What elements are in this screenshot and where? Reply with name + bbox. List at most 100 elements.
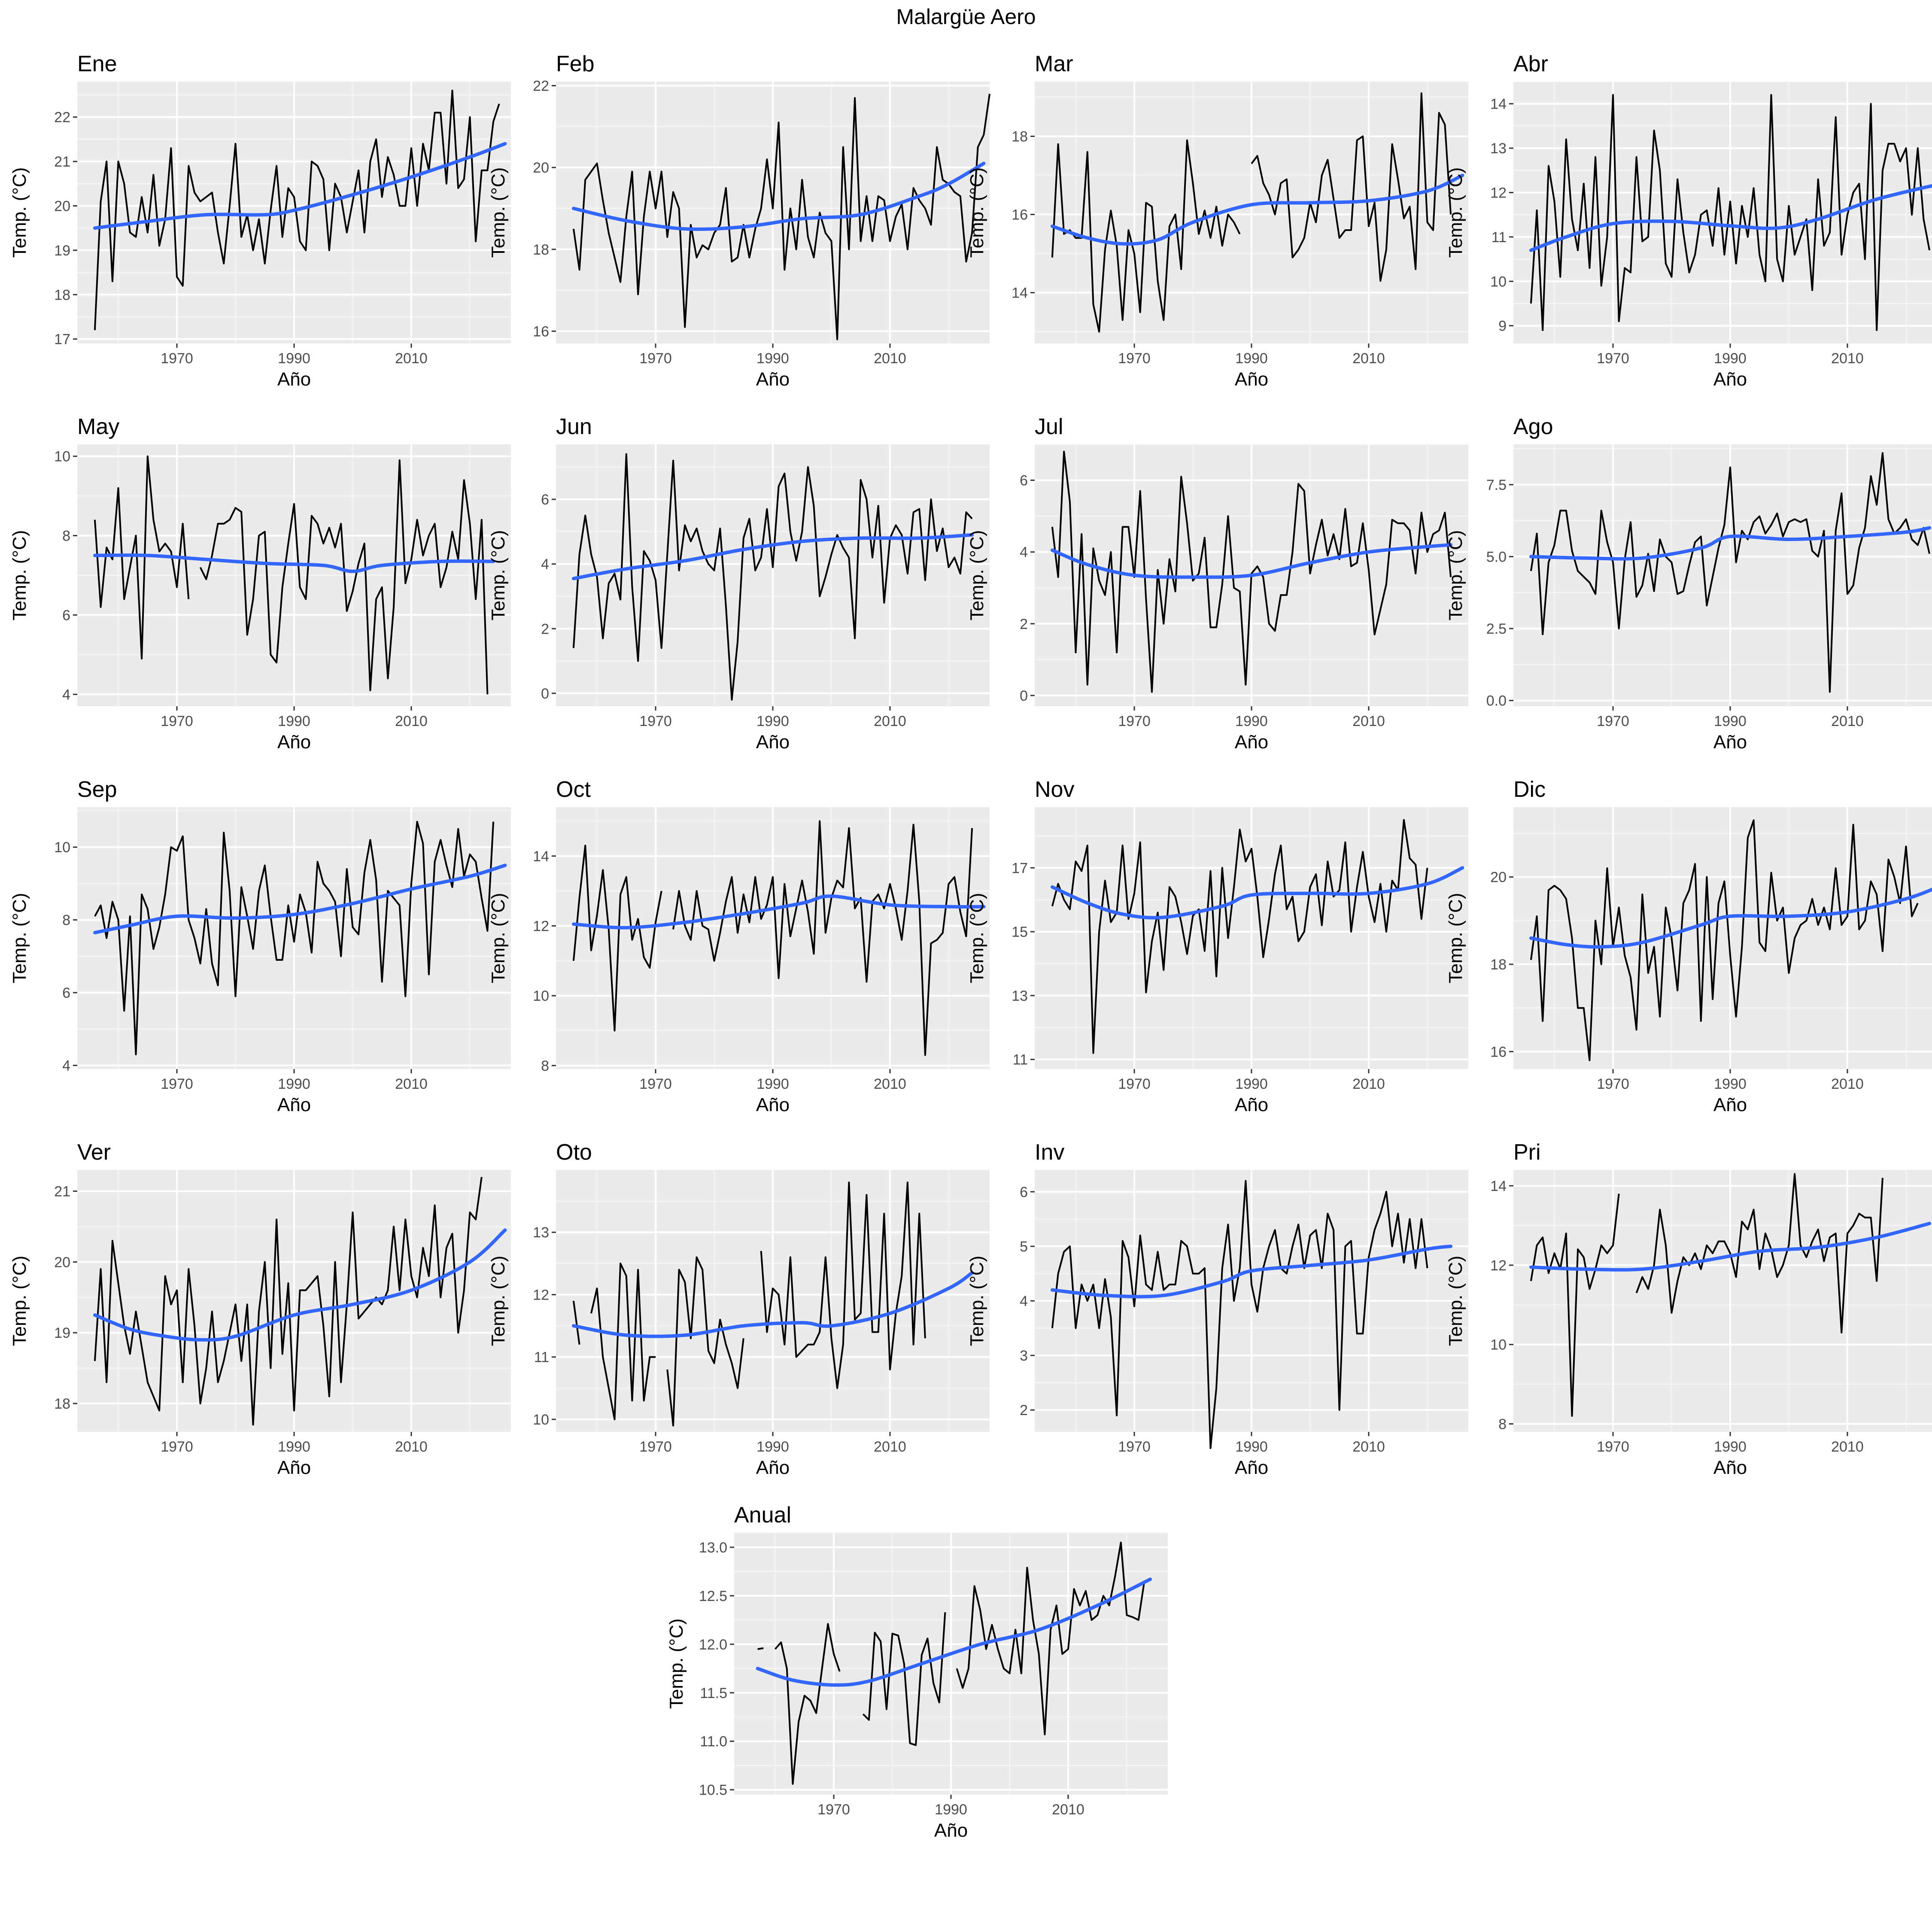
x-axis-label: Año (756, 1457, 790, 1478)
y-tick-label: 4 (541, 556, 549, 573)
y-tick-label: 9 (1498, 318, 1507, 334)
trend-line (1050, 866, 1464, 920)
observed-temperature-line (572, 1300, 580, 1345)
trend-line (1529, 184, 1932, 252)
x-axis-label: Año (1235, 732, 1268, 753)
y-tick-label: 2 (541, 621, 549, 637)
trend-line (571, 533, 974, 580)
y-tick-label: 8 (62, 528, 70, 544)
y-axis-label: Temp. (°C) (966, 1256, 987, 1346)
x-tick-label: 2010 (1831, 1439, 1864, 1455)
trend-line (93, 553, 495, 573)
y-tick-label: 12 (533, 1287, 549, 1303)
x-tick-label: 1970 (639, 713, 672, 729)
y-tick-label: 17 (1012, 860, 1028, 876)
trend-line (756, 1577, 1152, 1687)
y-tick-label: 10.5 (699, 1782, 727, 1798)
y-tick-label: 2.5 (1486, 621, 1507, 637)
y-tick-label: 4 (62, 687, 70, 703)
y-tick-label: 14 (1012, 285, 1028, 301)
observed-temperature-line (94, 820, 495, 1056)
y-tick-label: 13 (1490, 140, 1507, 157)
y-axis-label: Temp. (°C) (966, 530, 987, 621)
x-tick-label: 1990 (1714, 350, 1747, 367)
observed-temperature-line (1051, 1180, 1428, 1449)
y-tick-label: 4 (1020, 1293, 1028, 1309)
y-axis-label: Temp. (°C) (1445, 893, 1466, 984)
y-axis-label: Temp. (°C) (9, 893, 30, 984)
y-tick-label: 20 (54, 1254, 70, 1270)
x-axis-label: Año (756, 1094, 790, 1115)
x-tick-label: 1970 (161, 713, 193, 729)
x-tick-label: 1990 (1235, 1076, 1268, 1092)
x-tick-label: 1970 (1597, 1439, 1629, 1455)
x-tick-label: 1970 (161, 1439, 193, 1455)
panel-ene: 17 18 19 20 21 22 1970 1990 2010 Ene Año Temp. (°C) (9, 52, 511, 390)
y-tick-label: 21 (54, 154, 70, 170)
y-tick-label: 6 (62, 985, 70, 1001)
trend-line (571, 894, 986, 930)
observed-temperature-line (590, 1262, 656, 1420)
observed-temperature-line (572, 94, 990, 340)
y-axis-label: Temp. (°C) (966, 893, 987, 984)
y-tick-label: 16 (1490, 1044, 1507, 1060)
y-tick-label: 13 (533, 1224, 549, 1241)
y-tick-label: 4 (1020, 544, 1028, 561)
x-tick-label: 1970 (639, 1076, 672, 1092)
figure-title: Malargüe Aero (896, 5, 1036, 29)
x-tick-label: 1970 (161, 1076, 193, 1092)
y-tick-label: 10 (1490, 273, 1507, 290)
panel-title: May (77, 414, 119, 439)
y-tick-label: 4 (62, 1058, 70, 1074)
y-tick-label: 2 (1020, 616, 1028, 632)
x-tick-label: 2010 (395, 350, 428, 367)
y-tick-label: 6 (541, 492, 549, 508)
y-tick-label: 22 (54, 109, 70, 126)
observed-temperature-line (1530, 1194, 1620, 1417)
panel-background (1513, 1170, 1932, 1432)
trend-line (93, 142, 507, 230)
y-tick-label: 5.0 (1486, 549, 1507, 565)
observed-temperature-line (1635, 1173, 1883, 1334)
y-tick-label: 12 (533, 918, 549, 935)
panel-title: Pri (1513, 1140, 1541, 1165)
x-tick-label: 1990 (1235, 713, 1268, 729)
x-tick-label: 1990 (756, 350, 789, 367)
panel-ver: 18 19 20 21 1970 1990 2010 Ver Año Temp. (°C) (9, 1140, 511, 1478)
panel-title: Dic (1513, 777, 1546, 802)
panel-nov: 11 13 15 17 1970 1990 2010 Nov Año Temp. (°C) (966, 777, 1468, 1115)
observed-temperature-line (1530, 94, 1931, 331)
trend-line (571, 161, 986, 231)
x-tick-label: 1970 (1597, 1076, 1629, 1092)
x-tick-label: 1970 (1118, 350, 1151, 367)
y-tick-label: 7.5 (1486, 477, 1507, 493)
panel-title: Jun (556, 414, 592, 439)
trend-line (93, 863, 507, 935)
x-tick-label: 1990 (756, 1076, 789, 1092)
y-axis-label: Temp. (°C) (488, 1256, 509, 1346)
panel-title: Oct (556, 777, 591, 802)
x-tick-label: 1970 (1118, 1439, 1151, 1455)
observed-temperature-line (1051, 139, 1241, 333)
x-axis-label: Año (1713, 1457, 1747, 1478)
y-tick-label: 18 (54, 287, 70, 303)
x-tick-label: 2010 (1352, 1439, 1385, 1455)
panel-abr: 9 10 11 12 13 14 1970 1990 2010 Abr Año Temp. (°C) (1445, 52, 1932, 390)
y-tick-label: 11 (1492, 229, 1507, 246)
panel-jul: 0 2 4 6 1970 1990 2010 Jul Año Temp. (°C) (966, 414, 1468, 753)
y-axis-label: Temp. (°C) (966, 167, 987, 258)
x-tick-label: 1990 (1714, 713, 1747, 729)
x-tick-label: 1970 (1118, 713, 1151, 729)
x-tick-label: 1970 (639, 350, 672, 367)
y-tick-label: 19 (54, 243, 70, 259)
x-tick-label: 2010 (1352, 1076, 1385, 1092)
x-tick-label: 1990 (1235, 1439, 1268, 1455)
y-tick-label: 14 (533, 848, 549, 865)
x-axis-label: Año (1713, 732, 1747, 753)
x-tick-label: 2010 (874, 350, 906, 367)
trend-line (1050, 1244, 1453, 1299)
x-axis-label: Año (277, 369, 311, 390)
panel-oct: 8 10 12 14 1970 1990 2010 Oct Año Temp. (°C) (488, 777, 990, 1115)
x-tick-label: 2010 (1831, 350, 1864, 367)
